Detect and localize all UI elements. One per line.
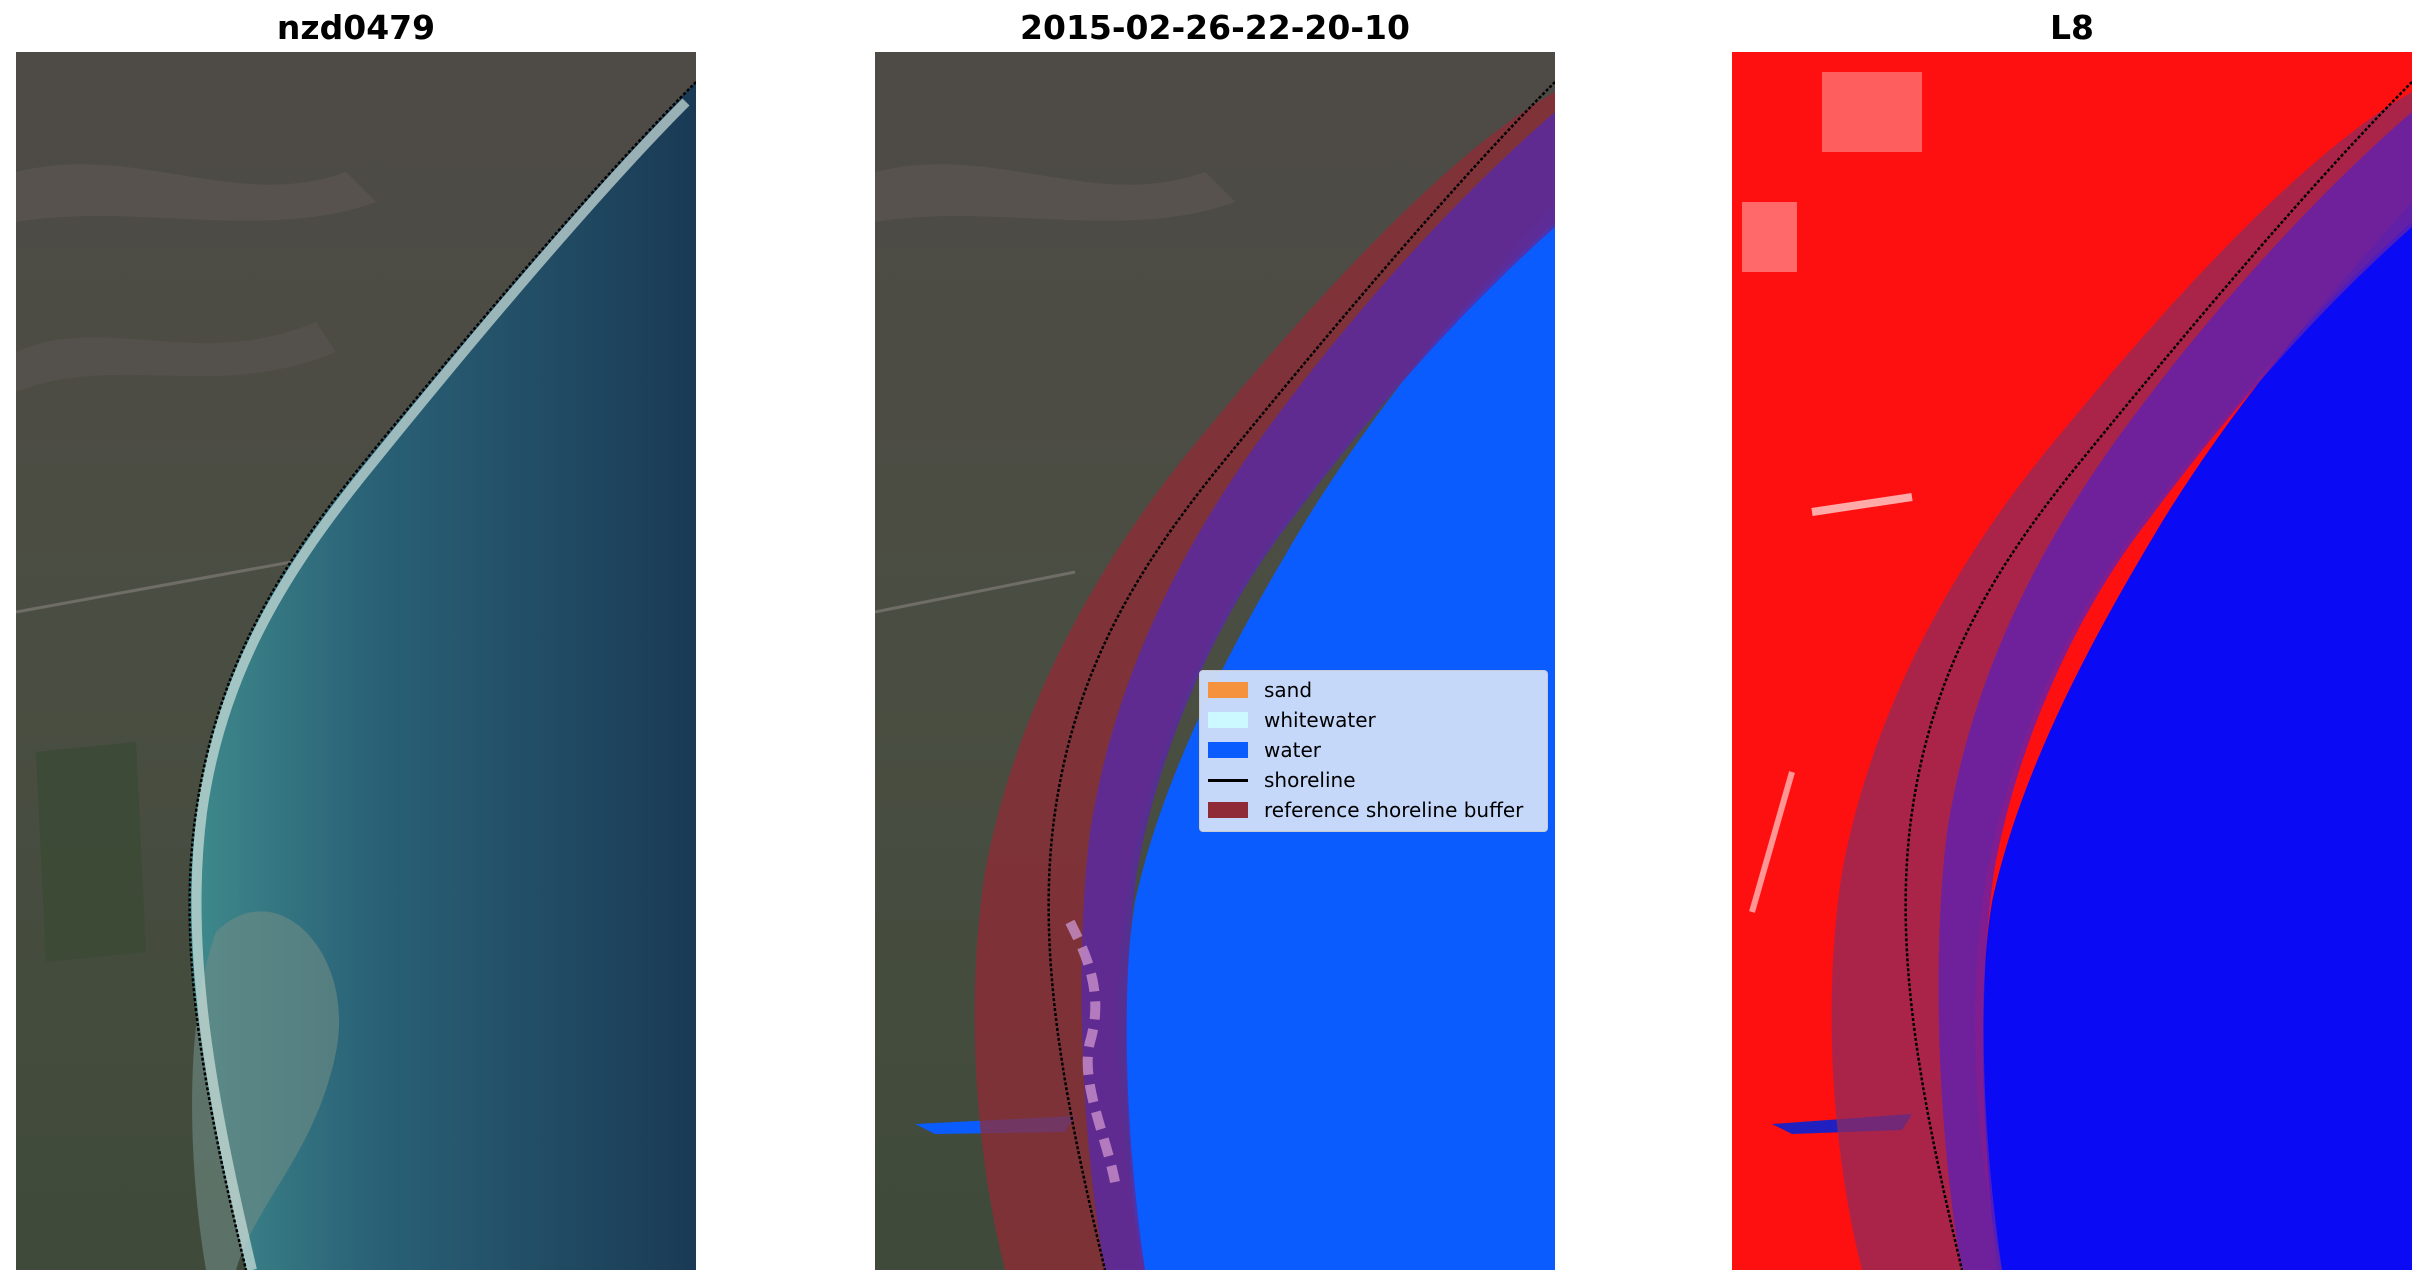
hill-ridge	[16, 322, 336, 392]
legend-item-buffer: reference shoreline buffer	[1208, 797, 1523, 823]
legend: sand whitewater water shoreline referenc…	[1199, 670, 1548, 832]
legend-swatch-whitewater	[1208, 712, 1248, 728]
water-overlap	[1081, 112, 1555, 1270]
index-bright-field	[1822, 72, 1922, 152]
index-image	[1732, 52, 2412, 1270]
legend-label: water	[1264, 738, 1321, 762]
index-bright-field	[1742, 202, 1797, 272]
legend-swatch-sand	[1208, 682, 1248, 698]
legend-label: shoreline	[1264, 768, 1356, 792]
field-patch	[36, 742, 146, 962]
legend-swatch-buffer	[1208, 802, 1248, 818]
legend-line-shoreline	[1208, 778, 1248, 782]
legend-label: reference shoreline buffer	[1264, 798, 1524, 822]
classified-image	[875, 52, 1555, 1270]
road	[875, 570, 1076, 614]
legend-item-sand: sand	[1208, 677, 1312, 703]
shoreline-trace	[1047, 81, 1555, 1270]
hill-ridge	[16, 164, 376, 222]
legend-label: whitewater	[1264, 708, 1376, 732]
hill-ridge	[875, 164, 1235, 222]
legend-label: sand	[1264, 678, 1313, 702]
index-water-area	[1982, 202, 2412, 1270]
panel-title-classified: 2015-02-26-22-20-10	[1020, 8, 1410, 47]
panel-title-index: L8	[2050, 8, 2094, 47]
shoreline-trace	[1904, 81, 2412, 1270]
legend-item-whitewater: whitewater	[1208, 707, 1376, 733]
surf-zone	[191, 98, 690, 1270]
legend-item-shoreline: shoreline	[1208, 767, 1356, 793]
whitewater-speckle	[1065, 919, 1120, 1183]
legend-swatch-water	[1208, 742, 1248, 758]
panel-title-rgb: nzd0479	[276, 8, 436, 47]
legend-item-water: water	[1208, 737, 1321, 763]
index-bright-streak	[1749, 771, 1795, 913]
shoreline-trace	[188, 81, 696, 1270]
rgb-satellite-image	[16, 52, 696, 1270]
index-bright-streak	[1811, 493, 1913, 516]
water-overlap	[1938, 112, 2412, 1270]
